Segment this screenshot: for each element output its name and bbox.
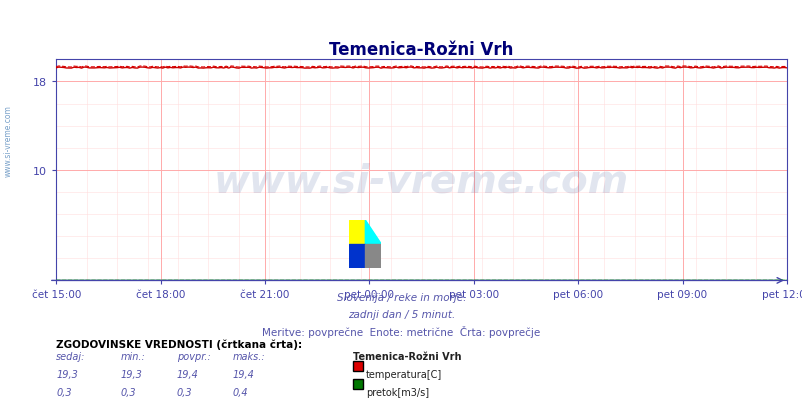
Text: Slovenija / reke in morje.: Slovenija / reke in morje. [336,293,466,303]
Text: 0,3: 0,3 [120,387,136,397]
Polygon shape [349,245,365,269]
Text: 19,4: 19,4 [233,369,254,379]
Polygon shape [349,221,365,245]
Title: Temenica-Rožni Vrh: Temenica-Rožni Vrh [329,41,513,59]
Text: min.:: min.: [120,351,145,361]
Text: sedaj:: sedaj: [56,351,86,361]
Text: 19,3: 19,3 [120,369,142,379]
Text: Temenica-Rožni Vrh: Temenica-Rožni Vrh [353,351,461,361]
Text: pretok[m3/s]: pretok[m3/s] [366,387,429,397]
Polygon shape [365,221,381,245]
Text: maks.:: maks.: [233,351,265,361]
Text: povpr.:: povpr.: [176,351,210,361]
Text: ZGODOVINSKE VREDNOSTI (črtkana črta):: ZGODOVINSKE VREDNOSTI (črtkana črta): [56,339,302,349]
Text: 0,3: 0,3 [176,387,192,397]
Text: 19,4: 19,4 [176,369,198,379]
Text: 0,3: 0,3 [56,387,71,397]
Polygon shape [365,245,381,269]
Text: 0,4: 0,4 [233,387,248,397]
Text: 19,3: 19,3 [56,369,78,379]
Text: zadnji dan / 5 minut.: zadnji dan / 5 minut. [347,309,455,319]
Text: www.si-vreme.com: www.si-vreme.com [3,105,13,176]
Text: temperatura[C]: temperatura[C] [366,369,442,379]
Text: www.si-vreme.com: www.si-vreme.com [213,162,629,200]
Text: Meritve: povprečne  Enote: metrične  Črta: povprečje: Meritve: povprečne Enote: metrične Črta:… [262,325,540,337]
